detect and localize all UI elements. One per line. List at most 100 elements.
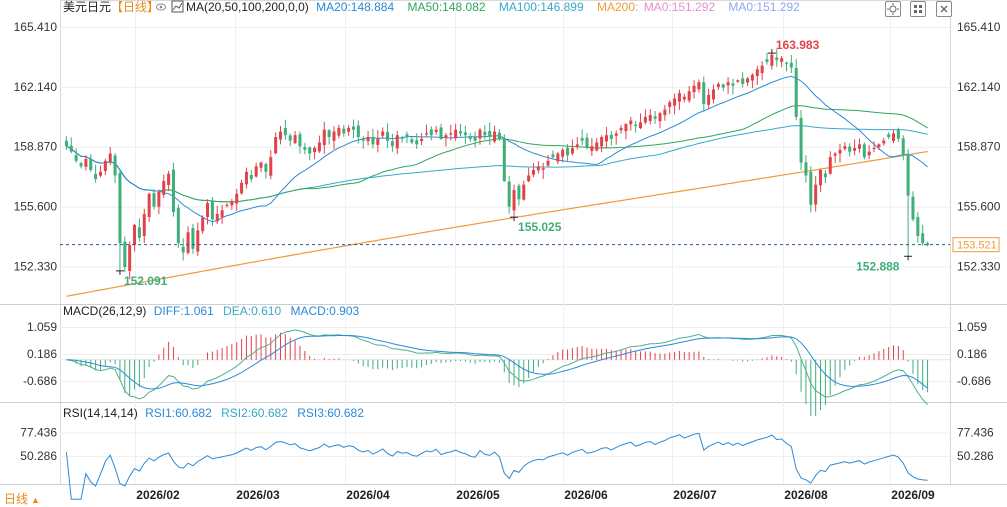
y-tick-label-left: 162.140 xyxy=(14,80,58,94)
candle-body xyxy=(716,83,720,88)
candle-body xyxy=(853,148,857,151)
extreme-label: 152.888 xyxy=(856,259,900,273)
candle-body xyxy=(215,213,219,222)
rsi-line xyxy=(65,432,928,500)
candle-body xyxy=(799,118,803,163)
grid-layout-icon[interactable] xyxy=(910,1,926,17)
candle-body xyxy=(736,80,740,82)
macd-header: MACD(26,12,9) DIFF:1.061 DEA:0.610 MACD:… xyxy=(63,304,360,318)
candle-body xyxy=(726,82,730,86)
x-tick-label: 2026/05 xyxy=(456,488,500,502)
candle-body xyxy=(303,147,307,150)
macd-dea-line xyxy=(66,335,928,390)
candle-body xyxy=(64,140,68,147)
candle-body xyxy=(313,148,317,153)
candle-body xyxy=(244,171,248,185)
y-tick-label-left: 1.059 xyxy=(27,320,57,334)
candle-body xyxy=(546,160,550,166)
candle-body xyxy=(142,213,146,237)
candle-body xyxy=(415,140,419,145)
candle-body xyxy=(653,116,657,119)
candle-body xyxy=(848,146,852,152)
candle-body xyxy=(828,157,832,174)
ma0-value-1: MA0:151.292 xyxy=(644,0,716,14)
candle-body xyxy=(269,157,273,176)
candle-body xyxy=(420,138,424,142)
candle-body xyxy=(536,166,540,171)
candle-body xyxy=(108,153,112,162)
candle-body xyxy=(561,149,565,157)
candle-body xyxy=(94,173,98,180)
candle-body xyxy=(483,131,487,136)
rsi-panel xyxy=(60,432,950,500)
candle-body xyxy=(877,144,881,148)
candle-body xyxy=(896,129,900,139)
x-tick-label: 2026/07 xyxy=(673,488,717,502)
caret-up-icon: ▲ xyxy=(31,495,40,505)
candle-body xyxy=(755,69,759,77)
close-icon[interactable] xyxy=(936,1,952,17)
rsi1-value: RSI1:60.682 xyxy=(145,406,212,420)
candle-body xyxy=(201,217,205,232)
candle-body xyxy=(541,168,545,170)
candle-body xyxy=(658,113,662,122)
candle-body xyxy=(390,141,394,147)
ma20-line xyxy=(66,75,928,223)
ma-settings-icon[interactable] xyxy=(171,0,184,13)
x-tick-label: 2026/04 xyxy=(346,488,390,502)
ma0-value-2: MA0:151.292 xyxy=(728,0,800,14)
candle-body xyxy=(843,146,847,149)
candle-body xyxy=(639,122,643,129)
rsi-title: RSI(14,14,14) xyxy=(63,406,138,420)
x-tick-label: 2026/09 xyxy=(891,488,935,502)
ma100-value: MA100:146.899 xyxy=(499,0,584,14)
y-tick-label-left: 152.330 xyxy=(14,259,58,273)
candle-body xyxy=(74,155,78,161)
candle-body xyxy=(814,184,818,205)
candle-body xyxy=(809,171,813,205)
y-tick-label-right: 162.140 xyxy=(957,80,1001,94)
period-selector-label: 日线 xyxy=(4,492,29,506)
x-tick-label: 2026/03 xyxy=(236,488,280,502)
rsi2-value: RSI2:60.682 xyxy=(221,406,288,420)
extreme-label: 152.091 xyxy=(124,274,168,288)
candle-body xyxy=(765,59,769,62)
candle-body xyxy=(580,137,584,141)
candle-body xyxy=(278,131,283,140)
candle-body xyxy=(444,135,448,138)
candle-body xyxy=(590,146,594,152)
candle-body xyxy=(619,127,623,131)
y-tick-label-left: 0.186 xyxy=(27,347,57,361)
y-tick-label-left: 50.286 xyxy=(20,449,57,463)
candle-body xyxy=(804,162,808,176)
y-tick-label-right: 155.600 xyxy=(957,200,1001,214)
candle-body xyxy=(575,144,579,147)
candle-body xyxy=(463,132,467,136)
candle-body xyxy=(386,131,390,141)
candle-body xyxy=(517,185,521,200)
candle-body xyxy=(629,120,633,125)
settings-icon[interactable] xyxy=(885,1,901,17)
candle-body xyxy=(429,129,433,136)
ma20-value: MA20:148.884 xyxy=(316,0,394,14)
ma200-line xyxy=(66,150,928,297)
y-tick-label-right: -0.686 xyxy=(957,374,991,388)
candle-body xyxy=(240,182,244,194)
candle-body xyxy=(162,180,166,195)
candle-body xyxy=(711,89,716,100)
candle-body xyxy=(225,204,229,206)
candle-body xyxy=(347,127,351,132)
candle-body xyxy=(473,137,477,141)
y-tick-label-right: 158.870 xyxy=(957,140,1001,154)
candle-body xyxy=(361,138,365,141)
candle-body xyxy=(551,154,555,158)
price-header: 美元日元【日线】 xyxy=(63,0,159,14)
eye-icon[interactable] xyxy=(156,3,166,11)
candle-body xyxy=(220,210,224,217)
period-selector-button[interactable]: 日线 ▲ xyxy=(4,490,40,507)
candle-body xyxy=(322,129,326,146)
candle-body xyxy=(196,230,200,252)
candle-body xyxy=(624,124,628,132)
candle-body xyxy=(264,164,268,172)
